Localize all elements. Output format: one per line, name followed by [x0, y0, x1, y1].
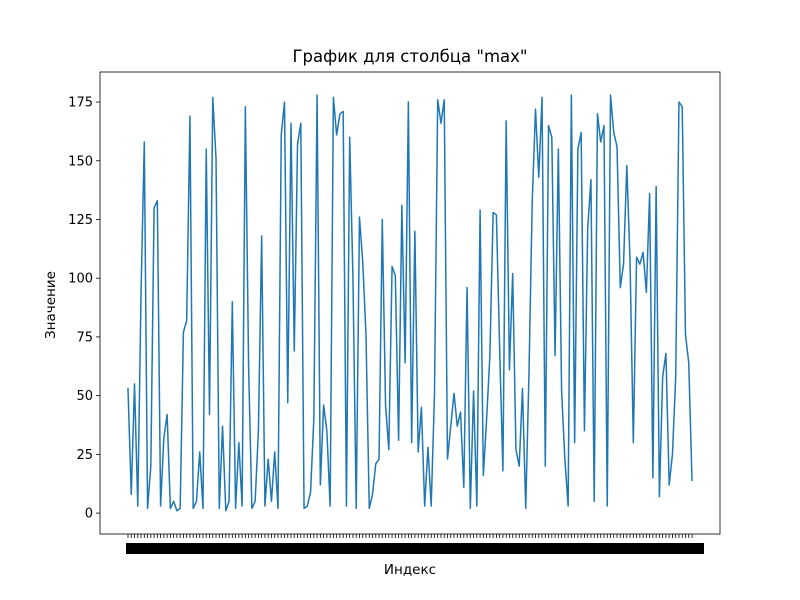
y-tick-label: 175	[68, 96, 93, 111]
plot-area-frame	[99, 71, 721, 535]
y-tick-label: 125	[68, 213, 93, 228]
y-tick-label: 100	[68, 272, 93, 287]
y-axis: 0 25 50 75 100 125 150 175	[68, 96, 100, 522]
x-axis	[126, 534, 704, 554]
y-axis-label: Значение	[43, 271, 59, 339]
y-tick-label: 0	[85, 507, 93, 522]
y-tick-label: 150	[68, 154, 93, 169]
data-series-line	[127, 94, 693, 512]
y-tick-label: 50	[76, 389, 93, 404]
y-tick-label: 25	[76, 448, 93, 463]
y-tick-label: 75	[76, 330, 93, 345]
chart-title: График для столбца "max"	[292, 47, 528, 66]
x-tick-labels-overlapping	[126, 543, 704, 554]
x-axis-label: Индекс	[383, 562, 437, 578]
